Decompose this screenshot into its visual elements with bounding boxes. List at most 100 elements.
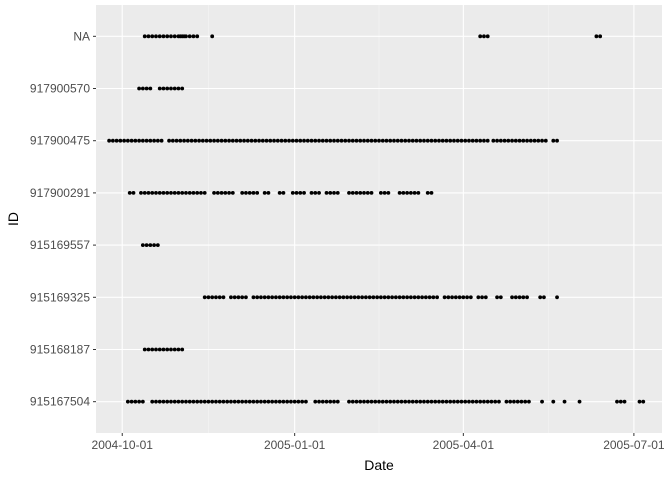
data-point <box>335 138 340 143</box>
data-point <box>540 138 544 143</box>
data-point <box>369 191 374 195</box>
data-point <box>350 399 355 404</box>
data-point <box>300 399 305 404</box>
data-point <box>470 138 475 143</box>
data-point <box>255 191 260 195</box>
data-point <box>498 295 503 300</box>
data-point <box>262 295 267 300</box>
data-point <box>189 138 194 143</box>
data-point <box>255 399 260 404</box>
data-point <box>227 191 231 195</box>
data-point <box>165 86 170 91</box>
data-point <box>217 399 222 404</box>
data-point <box>245 138 250 143</box>
data-point <box>200 138 205 143</box>
data-point <box>435 295 439 300</box>
data-point <box>324 191 329 195</box>
data-point <box>270 399 275 404</box>
data-point <box>174 138 179 143</box>
data-point <box>388 138 393 143</box>
data-point <box>285 295 290 300</box>
data-point <box>525 138 529 143</box>
data-point <box>365 138 370 143</box>
data-point <box>517 138 522 143</box>
data-point <box>407 399 411 404</box>
data-point <box>144 86 149 91</box>
data-point <box>422 399 426 404</box>
data-point <box>523 399 528 404</box>
data-point <box>307 295 312 300</box>
data-point <box>448 138 453 143</box>
data-point <box>251 399 256 404</box>
data-point <box>152 243 156 247</box>
data-point <box>150 347 155 352</box>
data-point <box>240 295 245 300</box>
data-point <box>292 295 297 300</box>
data-point <box>495 138 499 143</box>
data-point <box>296 295 301 300</box>
data-point <box>337 295 342 300</box>
data-point <box>468 295 473 300</box>
data-point <box>555 295 559 300</box>
data-point <box>215 138 220 143</box>
data-point <box>217 295 222 300</box>
data-point <box>395 138 400 143</box>
data-point <box>292 399 297 404</box>
data-point <box>341 295 346 300</box>
data-point <box>354 138 359 143</box>
data-point <box>412 191 417 195</box>
data-point <box>536 138 541 143</box>
x-tick-label: 2005-04-01 <box>433 438 495 452</box>
data-point <box>212 191 216 195</box>
data-point <box>452 138 456 143</box>
data-point <box>354 399 359 404</box>
data-point <box>236 399 241 404</box>
data-point <box>272 138 276 143</box>
data-point <box>362 138 366 143</box>
data-point <box>202 399 207 404</box>
data-point <box>187 399 192 404</box>
data-point <box>433 399 438 404</box>
data-point <box>448 399 453 404</box>
data-point <box>429 138 434 143</box>
data-point <box>184 399 188 404</box>
data-point <box>247 399 252 404</box>
data-point <box>506 138 511 143</box>
data-point <box>485 34 490 39</box>
data-point <box>431 295 436 300</box>
data-point <box>446 295 451 300</box>
data-point <box>176 347 181 352</box>
data-point <box>311 295 316 300</box>
data-point <box>161 347 166 352</box>
data-point <box>172 86 177 91</box>
data-point <box>294 191 299 195</box>
data-point <box>154 34 158 39</box>
data-point <box>159 138 164 143</box>
data-point <box>324 138 329 143</box>
data-point <box>131 191 136 195</box>
data-point <box>281 399 286 404</box>
data-point <box>144 138 149 143</box>
data-point <box>328 191 333 195</box>
data-point <box>457 295 462 300</box>
data-point <box>416 191 421 195</box>
data-point <box>170 138 175 143</box>
data-point <box>294 138 299 143</box>
data-point <box>498 138 503 143</box>
data-point <box>155 138 160 143</box>
data-point <box>397 295 402 300</box>
data-point <box>133 138 138 143</box>
data-point <box>347 138 351 143</box>
data-point <box>542 295 546 300</box>
data-point <box>348 295 353 300</box>
data-point <box>319 295 323 300</box>
data-point <box>453 295 458 300</box>
data-point <box>157 191 162 195</box>
data-point <box>347 191 351 195</box>
data-point <box>377 138 381 143</box>
data-point <box>480 295 484 300</box>
data-point <box>122 138 127 143</box>
data-point <box>410 138 415 143</box>
data-point <box>320 399 325 404</box>
data-point <box>146 191 151 195</box>
